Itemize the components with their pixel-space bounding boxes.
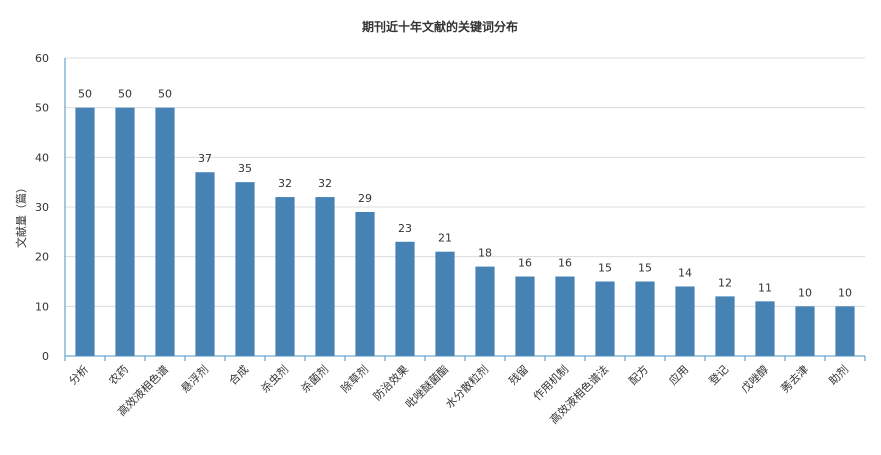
bar (435, 251, 455, 356)
bar-value-label: 18 (478, 247, 492, 260)
bar (355, 211, 375, 356)
bar (795, 306, 815, 356)
bar (555, 276, 575, 356)
x-tick-label: 莠去津 (779, 363, 812, 396)
bar (835, 306, 855, 356)
bar-value-label: 16 (518, 257, 532, 270)
x-tick-label: 杀虫剂 (258, 362, 291, 395)
y-tick-label: 60 (35, 52, 49, 65)
x-tick-label: 助剂 (826, 362, 851, 387)
bar-value-label: 32 (278, 177, 292, 190)
gridlines (65, 57, 865, 307)
x-tick-label: 登记 (706, 362, 731, 387)
y-axis-ticks: 0 10 20 30 40 50 60 (35, 52, 49, 363)
bar-value-label: 35 (238, 162, 252, 175)
bar-value-label: 50 (118, 88, 132, 101)
x-tick-label: 戊唑醇 (738, 362, 771, 395)
bar (395, 241, 415, 356)
y-tick-label: 0 (42, 350, 49, 363)
x-tick-label: 杀菌剂 (298, 362, 331, 395)
bar-value-label: 21 (438, 232, 452, 245)
x-tick-label: 应用 (666, 362, 691, 387)
y-tick-label: 50 (35, 102, 49, 115)
bar-value-label: 12 (718, 276, 732, 289)
y-tick-label: 40 (35, 151, 49, 164)
x-tick-label: 悬浮剂 (178, 362, 211, 395)
bar-value-label: 50 (78, 88, 92, 101)
y-axis-label: 文献量（篇） (14, 182, 28, 248)
x-tick-label: 配方 (626, 362, 651, 387)
bar (715, 296, 735, 356)
bar (195, 172, 215, 356)
bar-value-label: 11 (758, 281, 772, 294)
bar-value-label: 15 (598, 262, 612, 275)
bar-value-label: 15 (638, 262, 652, 275)
y-tick-label: 20 (35, 251, 49, 264)
bar (75, 107, 95, 357)
bars (75, 107, 855, 357)
bar (635, 281, 655, 356)
y-tick-label: 30 (35, 201, 49, 214)
x-tick-label: 分析 (66, 362, 91, 387)
x-tick-label: 水分散粒剂 (442, 362, 491, 411)
bar (275, 197, 295, 356)
bar-value-label: 10 (798, 286, 812, 299)
y-tick-label: 10 (35, 300, 49, 313)
bar-value-label: 16 (558, 257, 572, 270)
bar (315, 197, 335, 356)
bar-value-label: 37 (198, 152, 212, 165)
bar-value-label: 10 (838, 286, 852, 299)
bar (755, 301, 775, 356)
bar-value-label: 14 (678, 266, 692, 279)
x-tick-label: 农药 (106, 362, 131, 387)
bar-value-label: 29 (358, 192, 372, 205)
x-tick-label: 防治效果 (370, 362, 411, 403)
bar (115, 107, 135, 357)
data-labels: 50 50 50 37 35 32 32 29 23 21 18 16 16 15 15 14 12 11 10 10 (78, 88, 852, 300)
x-tick-label: 除草剂 (338, 362, 371, 395)
bar (675, 286, 695, 356)
bar (475, 266, 495, 356)
bar (155, 107, 175, 357)
chart-title: 期刊近十年文献的关键词分布 (362, 19, 518, 34)
bar-value-label: 23 (398, 222, 412, 235)
bar (515, 276, 535, 356)
x-tick-label: 残留 (506, 362, 531, 387)
bar-value-label: 50 (158, 88, 172, 101)
x-tick-label: 合成 (226, 362, 251, 387)
bar (235, 182, 255, 356)
bar-value-label: 32 (318, 177, 332, 190)
bar (595, 281, 615, 356)
x-tick-label: 作用机制 (530, 362, 571, 403)
